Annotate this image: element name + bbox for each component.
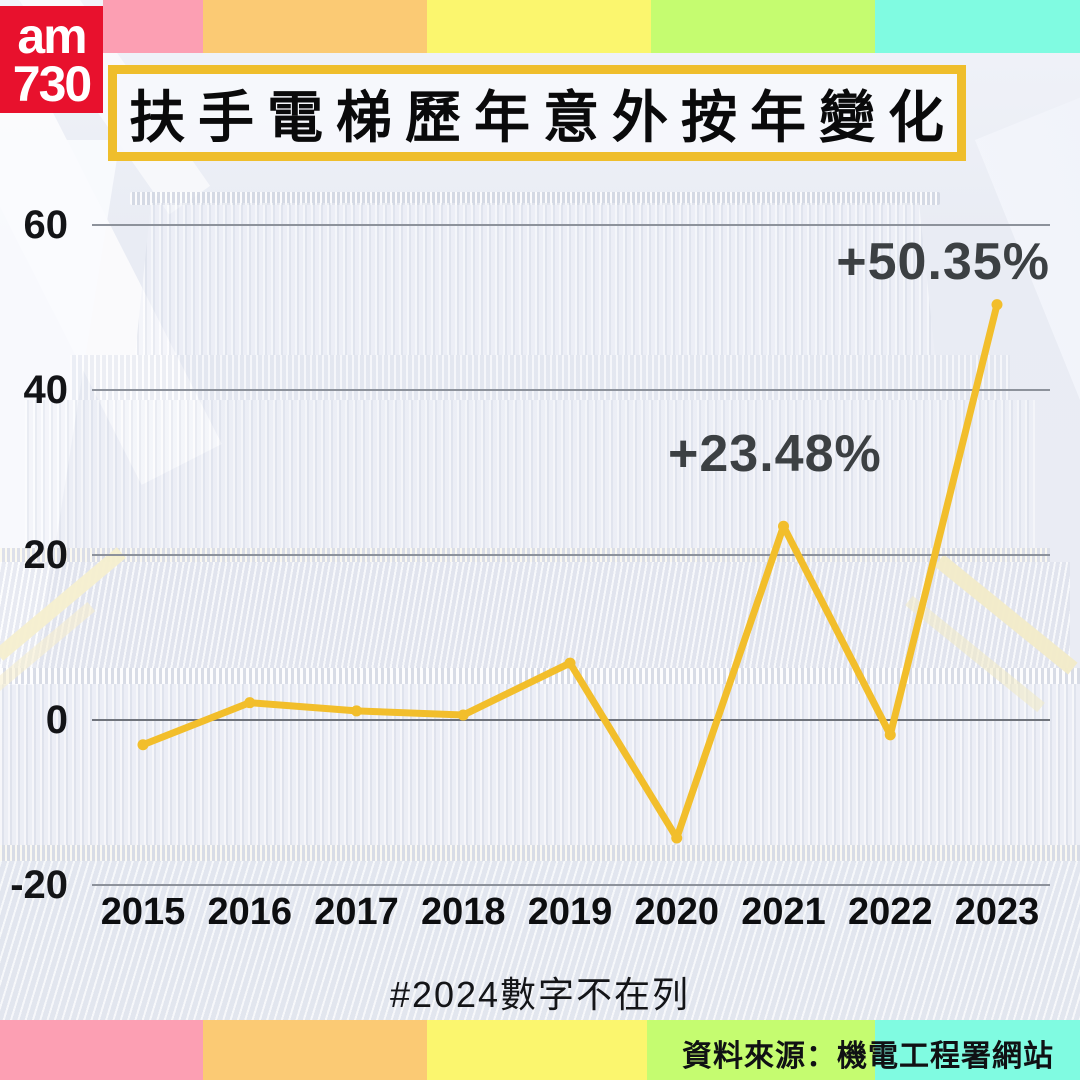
x-axis-label-2019: 2019 (527, 891, 613, 933)
logo-text-730: 730 (12, 55, 92, 112)
color-stripe (875, 0, 1080, 53)
y-axis-tick-20: 20 (23, 533, 69, 577)
top-color-stripes (0, 0, 1080, 53)
color-stripe (651, 0, 875, 53)
data-point-2017 (351, 705, 362, 717)
x-axis-label-2023: 2023 (954, 891, 1040, 933)
data-point-2016 (244, 697, 256, 709)
color-stripe (427, 1020, 647, 1080)
source-credit: 資料來源：機電工程署網站 (682, 1040, 1054, 1073)
color-stripe (103, 0, 203, 53)
escalator-step-tread (0, 562, 1070, 670)
color-stripe (203, 1020, 427, 1080)
color-stripe (427, 0, 651, 53)
data-line (139, 301, 1001, 842)
x-axis-label-2020: 2020 (634, 891, 720, 933)
data-point-2022 (884, 729, 896, 741)
data-point-2020 (671, 832, 683, 844)
y-axis-tick-40: 40 (23, 368, 69, 412)
annotation-2023-value: +50.35% (836, 233, 1050, 291)
y-axis-tick-0: 0 (45, 698, 68, 742)
escalator-step-face (0, 684, 1080, 845)
escalator-step-face (25, 400, 1035, 548)
am730-logo: am 730 (0, 6, 103, 113)
x-axis-label-2022: 2022 (847, 891, 933, 933)
escalator-step-tread (70, 355, 1010, 400)
x-axis-label-2021: 2021 (741, 891, 826, 933)
color-stripe (203, 0, 427, 53)
y-axis-tick-60: 60 (23, 203, 69, 247)
data-point-2015 (137, 739, 149, 751)
data-point-2021 (778, 520, 789, 532)
x-axis-label-2018: 2018 (420, 891, 506, 933)
escalator-landing-floor (0, 861, 1080, 1020)
data-point-2019 (564, 657, 576, 669)
x-axis-label-2015: 2015 (100, 891, 186, 933)
title-box: 扶手電梯歷年意外按年變化 (108, 65, 966, 161)
page-title: 扶手電梯歷年意外按年變化 (129, 85, 957, 149)
color-stripe (647, 1020, 875, 1080)
color-stripe (875, 1020, 1080, 1080)
footnote: #2024數字不在列 (389, 974, 691, 1015)
bottom-color-stripes (0, 1020, 1080, 1080)
logo-text-am: am (17, 7, 87, 64)
color-stripe (0, 1020, 203, 1080)
data-point-2023 (991, 299, 1003, 311)
x-axis-label-2016: 2016 (207, 891, 293, 933)
data-point-2018 (457, 709, 469, 721)
escalator-step-edge (0, 845, 1080, 861)
x-axis-label-2017: 2017 (314, 891, 399, 933)
escalator-step-edge (130, 192, 940, 205)
y-axis-tick--20: -20 (10, 863, 68, 907)
annotation-2021-value: +23.48% (668, 425, 882, 483)
escalator-step-face (135, 203, 935, 355)
